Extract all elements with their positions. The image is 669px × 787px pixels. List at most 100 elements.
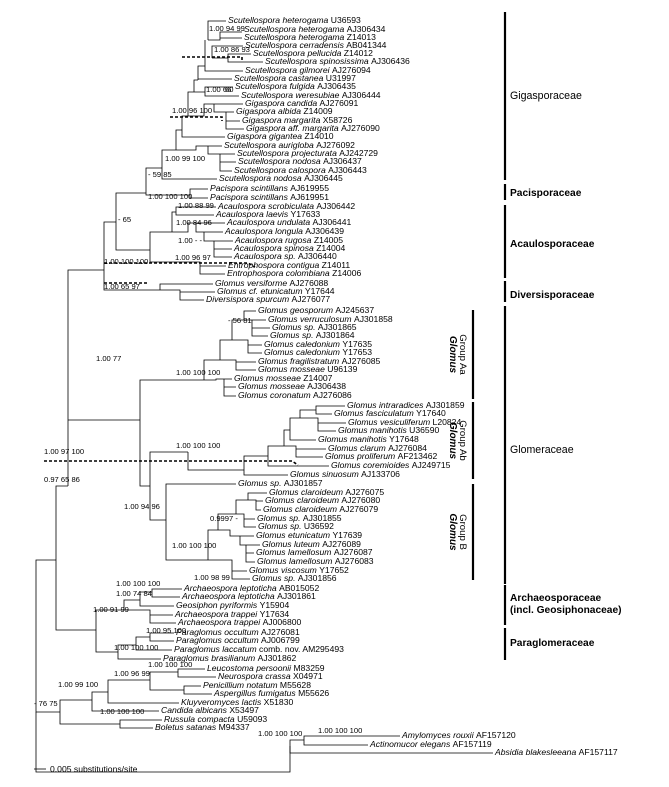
taxon-label: Glomus mosseae AJ306438 [238, 381, 346, 391]
family-label: Paraglomeraceae [510, 638, 595, 649]
taxon-label: Glomus clarum AJ276084 [328, 443, 427, 453]
taxon-label: Neurospora crassa X04971 [218, 671, 323, 681]
taxon-label: Glomus sinuosum AJ133706 [290, 469, 400, 479]
support-value: 1.00 100 100 [100, 707, 144, 716]
group-genus-label: Glomus [447, 513, 458, 551]
taxon-label: Paraglomus brasilianum AJ301862 [163, 653, 297, 663]
family-label: Glomeraceae [510, 444, 574, 456]
support-value: - 59 85 [148, 170, 172, 179]
support-value: 1.00 95 100 [146, 626, 186, 635]
group-label: Group B [457, 514, 468, 550]
taxon-label: Glomus vesiculiferum L20824 [348, 417, 461, 427]
support-value: 1.00 100 100 [176, 368, 220, 377]
taxon-label: Acaulospora longula AJ306439 [224, 226, 344, 236]
support-value: 1.00 100 100 [114, 643, 158, 652]
taxon-label: Acaulospora undulata AJ306441 [226, 217, 351, 227]
taxon-label: Scutellospora nodosa AJ306437 [238, 156, 362, 166]
taxon-label: Paraglomus occultum AJ276081 [176, 627, 300, 637]
taxon-label: Pacispora scintillans AJ619955 [210, 183, 329, 193]
taxon-label: Archaeospora trappei Y17634 [174, 609, 289, 619]
taxon-label: Archaeospora trappei AJ006800 [177, 617, 302, 627]
taxon-label: Scutellospora pellucida Z14012 [253, 48, 373, 58]
taxon-label: Diversispora spurcum AJ276077 [206, 294, 330, 304]
taxon-label: Boletus satanas M94337 [155, 722, 250, 732]
expanded-branch-guides [44, 56, 299, 466]
support-value: 1.00 77 [96, 354, 121, 363]
support-value: 1.00 100 100 [116, 579, 160, 588]
support-value: 1.00 94 99 [209, 24, 245, 33]
taxon-label: Paraglomus laccatum comb. nov. AM295493 [174, 644, 344, 654]
family-label: Archaeosporaceae [510, 593, 602, 604]
support-value: 1.00 100 100 [148, 660, 192, 669]
taxon-label: Scutellospora castanea U31997 [234, 73, 356, 83]
taxon-label: Scutellospora fulgida AJ306435 [235, 81, 356, 91]
support-value: 60 [225, 85, 233, 94]
family-label: Acaulosporaceae [510, 239, 595, 250]
support-value: - 56 81 [228, 316, 252, 325]
taxon-label: Scutellospora spinosissima AJ306436 [265, 56, 410, 66]
taxon-label: Russula compacta U59093 [164, 714, 267, 724]
support-value: 0.9997 - [210, 514, 238, 523]
support-value: 1.00 97 100 [44, 447, 84, 456]
support-value: 1.00 100 100 [104, 257, 148, 266]
taxon-label: Scutellospora calospora AJ306443 [234, 165, 367, 175]
taxon-label: Glomus viscosum Y17652 [249, 565, 349, 575]
support-value: 1.00 98 99 [194, 573, 230, 582]
support-value: 1.00 99 100 [165, 154, 205, 163]
taxon-label: Penicillium notatum M55628 [203, 680, 311, 690]
taxon-label: Glomus lamellosum AJ276087 [256, 547, 373, 557]
taxon-label: Glomus intraradices AJ301859 [347, 400, 465, 410]
taxon-label: Paraglomus occultum AJ006799 [176, 635, 300, 645]
support-value: 1.00 - - [178, 236, 203, 245]
support-value: 1.00 96 99 [114, 669, 150, 678]
taxon-label: Entrophospora colombiana Z14006 [227, 268, 361, 278]
support-value: 1.00 74 84 [116, 589, 152, 598]
scale-bar-label: 0.005 substitutions/site [50, 764, 138, 774]
taxon-label: Glomus mosseae Z14007 [234, 373, 333, 383]
support-value: - 65 [118, 215, 131, 224]
taxon-label: Scutellospora weresubiae AJ306444 [241, 90, 381, 100]
taxon-label: Gigaspora albida Z14009 [236, 106, 333, 116]
taxon-label: Actinomucor elegans AF157119 [369, 739, 492, 749]
taxon-label: Gigaspora gigantea Z14010 [227, 131, 334, 141]
family-label: Pacisporaceae [510, 188, 582, 199]
support-value: 1.00 66 [206, 85, 231, 94]
family-brackets: Gigasporaceae Pacisporaceae Acaulosporacea… [503, 12, 622, 660]
taxon-label: Glomus fasciculatum Y17640 [334, 408, 446, 418]
taxon-label: Acaulospora scrobiculata AJ306442 [217, 201, 355, 211]
support-value: 1.00 96 97 [175, 253, 211, 262]
group-label: Group Ab [457, 420, 468, 461]
family-label: (incl. Geosiphonaceae) [510, 605, 622, 616]
family-label: Diversisporaceae [510, 290, 595, 301]
taxon-label: Glomus sp. AJ301855 [257, 513, 342, 523]
taxon-label: Glomus geosporum AJ245637 [258, 305, 374, 315]
taxon-label: Gigaspora aff. margarita AJ276090 [246, 123, 380, 133]
taxon-label: Candida albicans X53497 [161, 705, 259, 715]
support-value: 1.00 65 97 [104, 282, 140, 291]
taxon-label: Aspergillus fumigatus M55626 [213, 688, 329, 698]
taxon-label: Glomus sp. AJ301857 [238, 478, 323, 488]
taxon-label: Glomus sp. AJ301856 [252, 573, 337, 583]
taxon-label: Kluyveromyces lactis X51830 [181, 697, 293, 707]
taxon-label: Scutellospora heterogama Z14013 [244, 32, 376, 42]
support-value: 0.97 65 86 [44, 475, 80, 484]
taxon-label: Absidia blakesleeana AF157117 [494, 747, 618, 757]
tree-branches [35, 20, 493, 773]
support-value: 1.00 91 99 [93, 605, 129, 614]
taxon-label: Amylomyces rouxii AF157120 [401, 730, 516, 740]
taxon-label: Glomus fragilistratum AJ276085 [258, 356, 381, 366]
taxon-label: Gigaspora candida AJ276091 [245, 98, 358, 108]
taxon-label: Scutellospora projecturata AJ242729 [237, 148, 378, 158]
taxon-label: Scutellospora cerradensis AB041344 [245, 40, 387, 50]
taxon-label: Acaulospora sp. AJ306440 [233, 251, 337, 261]
taxon-label: Glomus etunicatum Y17639 [256, 530, 362, 540]
taxon-label: Glomus claroideum AJ276079 [263, 504, 378, 514]
taxon-label: Acaulospora rugosa Z14005 [234, 235, 343, 245]
taxon-label: Glomus mosseae U96139 [258, 364, 358, 374]
support-value: 1.00 100 100 [318, 726, 362, 735]
taxon-label: Glomus coremioides AJ249715 [331, 460, 451, 470]
support-value: 1.00 100 100 [172, 541, 216, 550]
